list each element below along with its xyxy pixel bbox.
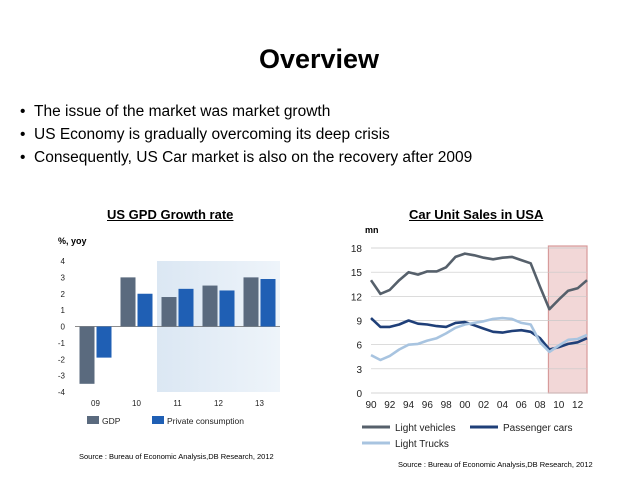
bullet-item: • The issue of the market was market grow… (20, 100, 472, 123)
y-tick-label: -1 (58, 339, 66, 348)
bullet-dot-icon: • (20, 126, 26, 143)
legend-swatch-gdp (87, 416, 99, 424)
legend-label-gdp: GDP (102, 416, 121, 426)
private-consumption-bar (219, 290, 235, 327)
x-tick-label: 11 (173, 399, 182, 408)
gdp-chart-unit: %, yoy (58, 236, 87, 246)
private-consumption-bar (96, 326, 112, 358)
bullet-item: • US Economy is gradually overcoming its … (20, 123, 472, 146)
legend-label-private-consumption: Private consumption (167, 416, 244, 426)
slide-title: Overview (258, 44, 380, 74)
private-consumption-bar (137, 293, 153, 327)
sales-chart-source: Source : Bureau of Economic Analysis,DB … (398, 460, 593, 469)
y-tick-label: -2 (58, 355, 66, 364)
gdp-bar (243, 277, 259, 327)
y-tick-label: 1 (61, 306, 66, 315)
gdp-bar (161, 297, 177, 327)
y-tick-label: 4 (61, 257, 66, 266)
gdp-chart-source: Source : Bureau of Economic Analysis,DB … (79, 452, 274, 461)
y-tick-label: -3 (58, 372, 66, 381)
bullet-dot-icon: • (20, 149, 26, 166)
sales-chart-unit: mn (365, 225, 379, 235)
bullet-text: US Economy is gradually overcoming its d… (34, 126, 390, 143)
x-tick-label: 13 (255, 399, 264, 408)
x-tick-label: 12 (214, 399, 223, 408)
private-consumption-bar (260, 279, 276, 327)
bullet-text: The issue of the market was market growt… (34, 103, 331, 120)
sales-chart-title: Car Unit Sales in USA (409, 207, 544, 222)
gdp-bar (120, 277, 136, 327)
bullet-list: • The issue of the market was market grow… (20, 100, 472, 169)
y-tick-label: 2 (61, 290, 66, 299)
x-tick-label: 10 (132, 399, 141, 408)
bullet-item: • Consequently, US Car market is also on … (20, 146, 472, 169)
legend-swatch-private-consumption (152, 416, 164, 424)
bullet-text: Consequently, US Car market is also on t… (34, 149, 473, 166)
y-tick-label: -4 (58, 388, 66, 397)
gdp-chart-title: US GPD Growth rate (107, 207, 234, 222)
y-tick-label: 0 (61, 323, 66, 332)
x-tick-label: 09 (91, 399, 100, 408)
private-consumption-bar (178, 288, 194, 327)
y-tick-label: 3 (61, 273, 66, 282)
gdp-bar (79, 326, 95, 384)
gdp-bar (202, 285, 218, 327)
bullet-dot-icon: • (20, 103, 26, 120)
